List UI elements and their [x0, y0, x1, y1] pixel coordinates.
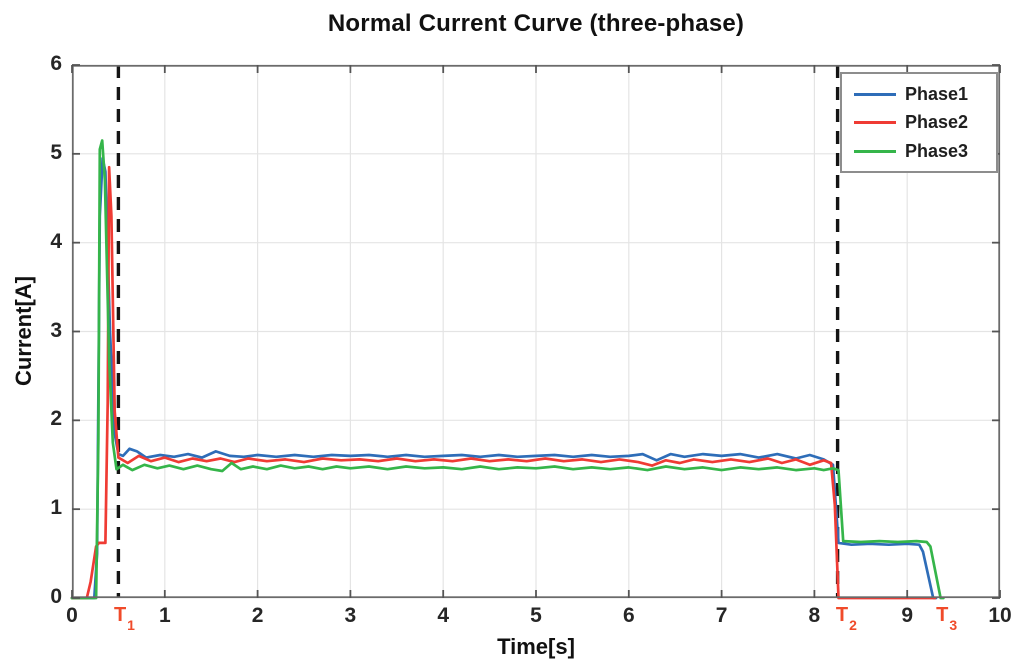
y-tick-label: 3: [50, 318, 62, 342]
x-tick-label: 0: [66, 604, 78, 627]
legend-label-phase1: Phase1: [905, 83, 969, 104]
annotation-t2: T2: [835, 604, 857, 633]
legend-line-phase3-icon: [854, 149, 896, 153]
legend-label-phase2: Phase2: [905, 112, 969, 132]
x-tick-label: 4: [437, 604, 450, 627]
x-tick-label: 9: [901, 604, 914, 627]
x-tick-label: 10: [988, 604, 1012, 627]
legend-item-phase1: Phase1: [854, 84, 988, 105]
y-tick-label: 6: [50, 52, 62, 75]
y-tick-label: 2: [50, 407, 62, 431]
x-tick-label: 7: [715, 604, 728, 627]
chart-title: Normal Current Curve (three-phase): [327, 10, 745, 37]
x-tick-label: 5: [530, 604, 542, 627]
series-phase1: [70, 156, 938, 600]
y-tick-label: 0: [50, 585, 62, 608]
x-tick-label: 3: [344, 604, 357, 627]
y-tick-label: 5: [50, 140, 62, 164]
annotation-t1: T1: [113, 604, 135, 633]
legend-label-phase3: Phase3: [905, 140, 969, 161]
x-tick-label: 1: [158, 604, 171, 627]
annotation-t3: T3: [936, 604, 958, 633]
legend-line-phase2-icon: [854, 121, 896, 124]
y-tick-label: 4: [50, 229, 62, 253]
series-phase3: [70, 139, 945, 600]
legend-item-phase2: Phase2: [854, 112, 988, 133]
x-tick-label: 2: [251, 604, 264, 627]
x-axis-label: Time[s]: [497, 634, 575, 659]
legend-line-phase1-icon: [854, 92, 896, 96]
x-tick-label: 6: [622, 604, 635, 627]
y-tick-label: 1: [50, 496, 62, 520]
legend-item-phase3: Phase3: [854, 141, 988, 162]
x-tick-label: 8: [808, 604, 821, 627]
legend: Phase1 Phase2 Phase3: [840, 72, 998, 173]
series-phase2: [70, 165, 937, 600]
